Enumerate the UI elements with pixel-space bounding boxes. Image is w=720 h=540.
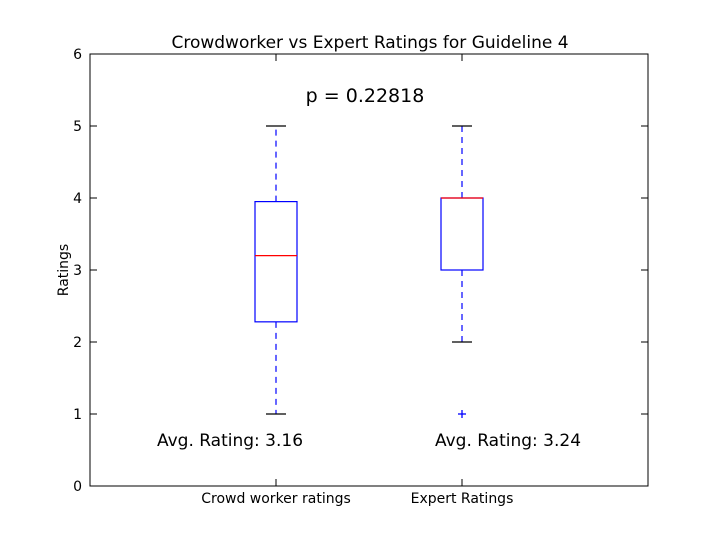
y-tick-label: 3 [73,263,82,279]
chart-title: Crowdworker vs Expert Ratings for Guidel… [171,33,568,53]
y-axis-label: Ratings [56,244,72,296]
avg-rating-label-expert: Avg. Rating: 3.24 [435,431,581,451]
box-iqr [254,201,298,323]
p-value-annotation: p = 0.22818 [306,85,425,107]
y-tick-label: 5 [73,119,82,135]
y-tick-label: 2 [73,335,82,351]
plot-frame [89,53,649,487]
y-tick-label: 0 [73,479,82,495]
y-tick-label: 1 [73,407,82,423]
y-tick-label: 6 [73,47,82,63]
x-tick-label: Expert Ratings [411,491,514,507]
x-tick-label: Crowd worker ratings [201,491,351,507]
box-iqr [440,197,484,271]
y-tick-label: 4 [73,191,82,207]
avg-rating-label-crowd: Avg. Rating: 3.16 [157,431,303,451]
